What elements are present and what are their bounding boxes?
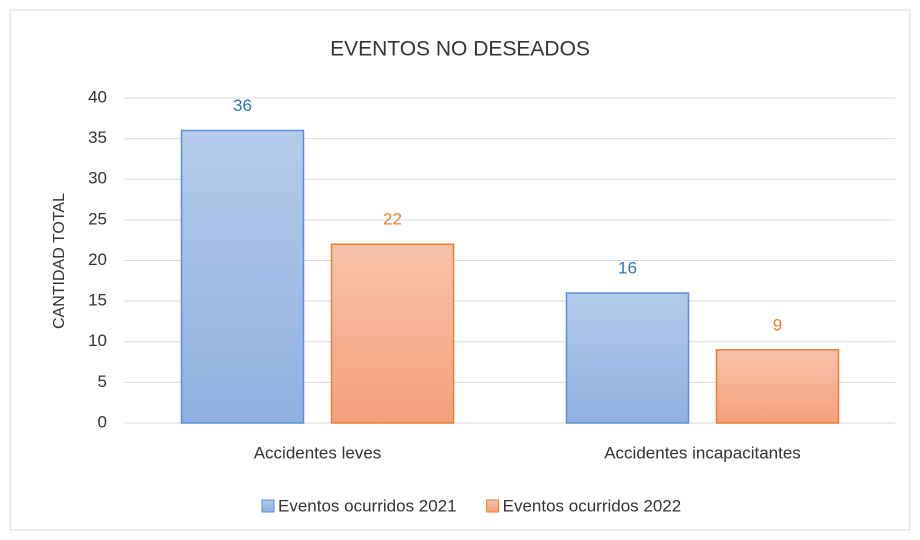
data-label: 9 xyxy=(773,315,782,334)
y-tick-label: 35 xyxy=(88,128,107,147)
chart-border xyxy=(9,9,911,531)
data-label: 16 xyxy=(618,258,637,277)
y-tick-label: 25 xyxy=(88,209,107,228)
y-tick-label: 5 xyxy=(98,372,107,391)
x-tick-label: Accidentes incapacitantes xyxy=(604,443,801,462)
y-tick-label: 20 xyxy=(88,250,107,269)
y-tick-label: 0 xyxy=(98,412,107,431)
chart-title: EVENTOS NO DESEADOS xyxy=(330,38,590,61)
legend-label: Eventos ocurridos 2021 xyxy=(278,496,457,515)
y-axis-label: CANTIDAD TOTAL xyxy=(51,193,68,329)
bar xyxy=(330,243,455,424)
legend-swatch xyxy=(261,499,275,513)
y-tick-label: 40 xyxy=(88,87,107,106)
x-tick-label: Accidentes leves xyxy=(254,443,382,462)
bar xyxy=(565,292,690,424)
data-label: 22 xyxy=(383,210,402,229)
bar xyxy=(715,349,840,424)
data-label: 36 xyxy=(233,96,252,115)
y-tick-label: 15 xyxy=(88,291,107,310)
legend-label: Eventos ocurridos 2022 xyxy=(503,496,682,515)
legend-swatch xyxy=(486,499,500,513)
bar xyxy=(180,129,305,424)
y-tick-label: 10 xyxy=(88,331,107,350)
y-tick-label: 30 xyxy=(88,169,107,188)
